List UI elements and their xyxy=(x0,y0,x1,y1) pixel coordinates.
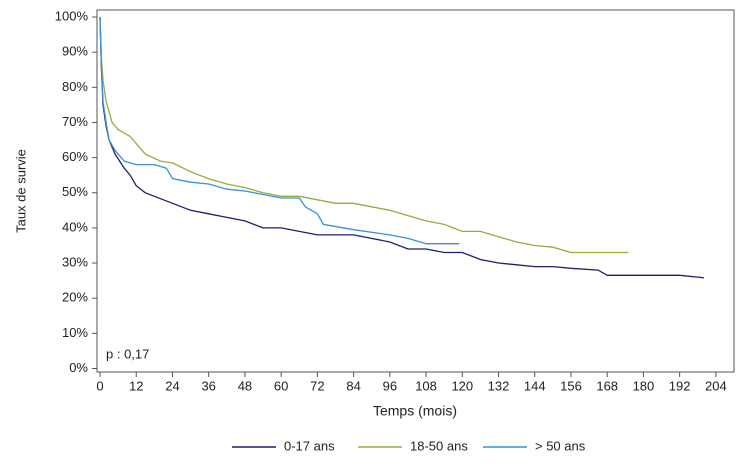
y-tick-label: 20% xyxy=(62,290,88,305)
y-tick-label: 60% xyxy=(62,149,88,164)
annotation: p : 0,17 xyxy=(106,346,149,361)
y-tick-label: 10% xyxy=(62,325,88,340)
legend-label: 18-50 ans xyxy=(410,438,468,453)
y-tick-label: 80% xyxy=(62,79,88,94)
y-tick-label: 90% xyxy=(62,44,88,59)
x-tick-label: 0 xyxy=(96,378,103,393)
plot-frame xyxy=(96,9,735,373)
y-tick-label: 50% xyxy=(62,184,88,199)
survival-curve xyxy=(99,16,704,279)
x-tick-label: 132 xyxy=(488,378,510,393)
x-tick-label: 60 xyxy=(274,378,288,393)
x-tick-label: 48 xyxy=(238,378,252,393)
x-tick-label: 96 xyxy=(383,378,397,393)
survival-curve xyxy=(99,16,629,254)
y-axis-title: Taux de survie xyxy=(13,149,28,233)
y-tick-label: 0% xyxy=(69,360,88,375)
x-tick-label: 144 xyxy=(524,378,546,393)
x-tick-label: 120 xyxy=(451,378,473,393)
y-tick-label: 30% xyxy=(62,254,88,269)
x-tick-label: 156 xyxy=(560,378,582,393)
x-tick-label: 72 xyxy=(310,378,324,393)
x-tick-label: 36 xyxy=(201,378,215,393)
legend-label: 0-17 ans xyxy=(284,438,335,453)
x-axis-title: Temps (mois) xyxy=(373,403,457,419)
x-tick-label: 204 xyxy=(705,378,727,393)
y-tick-label: 70% xyxy=(62,114,88,129)
x-tick-label: 168 xyxy=(596,378,618,393)
x-tick-label: 180 xyxy=(633,378,655,393)
y-tick-label: 100% xyxy=(55,8,89,23)
y-tick-label: 40% xyxy=(62,219,88,234)
x-tick-label: 84 xyxy=(346,378,360,393)
x-tick-label: 24 xyxy=(165,378,179,393)
x-tick-label: 108 xyxy=(415,378,437,393)
legend-label: > 50 ans xyxy=(535,438,586,453)
x-tick-label: 12 xyxy=(129,378,143,393)
survival-curve xyxy=(99,16,460,245)
x-tick-label: 192 xyxy=(669,378,691,393)
